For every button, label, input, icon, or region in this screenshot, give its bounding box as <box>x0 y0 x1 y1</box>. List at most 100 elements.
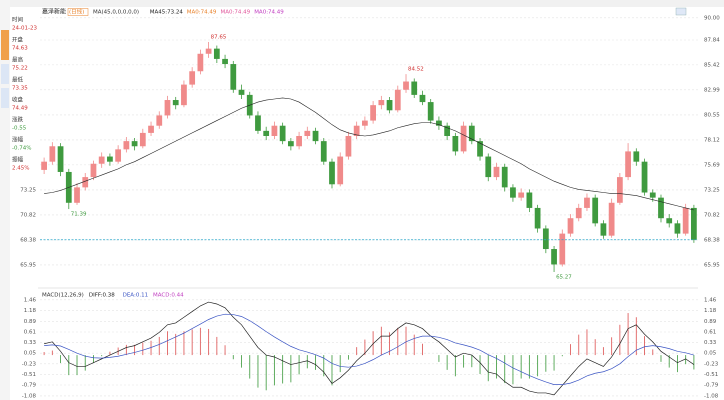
candle-body <box>526 192 533 208</box>
y-tick-label-left: 0.05 <box>24 351 37 357</box>
tool-tab[interactable] <box>1 88 9 108</box>
toolbar <box>0 0 724 7</box>
settings-button[interactable] <box>675 7 687 16</box>
candle-body <box>411 81 418 95</box>
tool-tab[interactable] <box>1 64 9 84</box>
candle-body <box>468 125 475 142</box>
legend-item: MACD:0.44 <box>153 293 184 299</box>
legend-item: DIFF:0.38 <box>89 293 115 299</box>
candle-body <box>641 161 648 193</box>
candle-body <box>584 197 590 208</box>
y-tick-label-left: -0.79 <box>22 382 37 388</box>
macd-line <box>44 301 695 396</box>
y-tick-label: -0.79 <box>704 382 719 388</box>
info-value: 75.22 <box>12 66 28 72</box>
info-label: 最高 <box>12 56 24 64</box>
candle-body <box>575 207 582 219</box>
candle-body <box>534 207 541 229</box>
candle-body <box>674 223 681 234</box>
candle-body <box>189 71 196 85</box>
y-tick-label-left: 1.18 <box>24 308 37 314</box>
y-tick-label: -0.23 <box>704 361 719 367</box>
y-tick-label-left: 73.25 <box>20 187 36 193</box>
y-tick-label: 85.42 <box>704 62 720 68</box>
candle-body <box>57 146 64 172</box>
y-tick-label: 0.61 <box>704 329 716 335</box>
candle-body <box>485 156 492 178</box>
candle-body <box>205 48 212 54</box>
y-tick-label-left: 0.33 <box>24 340 37 346</box>
candle-body <box>592 197 599 224</box>
candle-body <box>501 166 508 188</box>
candle-body <box>403 81 409 90</box>
candle-body <box>312 130 319 142</box>
info-label: 涨跌 <box>12 116 24 124</box>
candle-body <box>98 156 105 164</box>
candle-body <box>477 141 483 157</box>
y-tick-label: 90.00 <box>704 15 720 21</box>
y-tick-label-left: 0.61 <box>24 329 36 335</box>
info-label: 开盘 <box>12 36 24 44</box>
legend-item: MA0:74.49 <box>254 10 284 16</box>
side-panel: 时间 24-01-23 开盘 74.63 最高 75.22 最低 73.35 收盘 74.49 涨跌… <box>12 16 37 172</box>
y-tick-label-left: 70.82 <box>20 212 36 218</box>
candle-body <box>304 130 311 136</box>
candle-body <box>197 53 204 72</box>
y-tick-label: 82.99 <box>704 87 720 93</box>
candle-body <box>444 125 451 136</box>
tool-column <box>0 0 10 400</box>
candle-body <box>148 125 154 133</box>
candle-body <box>296 135 302 147</box>
candle-body <box>287 141 294 147</box>
legend-item: MA45:73.24 <box>150 10 184 16</box>
candle-body <box>353 125 360 136</box>
y-tick-label-left: 0.89 <box>24 319 37 325</box>
y-tick-label: 73.25 <box>704 187 720 193</box>
extreme-label: 87.65 <box>211 34 227 40</box>
y-tick-label: 87.84 <box>704 38 720 44</box>
y-tick-label: 1.46 <box>704 297 717 303</box>
y-tick-label: 78.12 <box>704 137 720 143</box>
candle-body <box>82 177 89 188</box>
candle-body <box>600 223 607 236</box>
tool-tab[interactable] <box>1 30 9 60</box>
candle-body <box>691 207 697 240</box>
info-value: -0.55 <box>12 126 27 132</box>
legend-item: MA(45,0,0,0,0,0) <box>93 10 139 16</box>
candle-body <box>386 100 393 111</box>
chart-title: 嘉泽新能 <box>42 8 66 16</box>
ma-line <box>44 97 694 211</box>
candle-body <box>255 115 261 131</box>
candle-body <box>139 132 146 147</box>
candle-body <box>460 125 467 152</box>
y-tick-label: -0.51 <box>704 372 718 378</box>
y-tick-label-left: -0.51 <box>22 372 36 378</box>
candle-body <box>107 156 113 162</box>
candle-body <box>123 141 130 150</box>
info-value: 24-01-23 <box>12 26 37 32</box>
y-tick-label-left: 65.95 <box>20 262 36 268</box>
extreme-label: 84.52 <box>408 67 424 73</box>
macd-line <box>44 313 694 385</box>
y-tick-label: 80.55 <box>704 112 720 118</box>
y-tick-label-left: 1.46 <box>24 297 37 303</box>
info-label: 收盘 <box>12 96 24 104</box>
info-value: 74.63 <box>12 46 28 52</box>
candle-body <box>658 197 664 219</box>
candle-body <box>181 84 187 106</box>
candle-body <box>394 89 401 111</box>
candle-body <box>362 120 368 126</box>
candle-body <box>213 48 220 59</box>
y-tick-label: 70.82 <box>704 212 720 218</box>
candle-body <box>419 94 426 103</box>
info-label: 振幅 <box>12 156 24 164</box>
candle-body <box>567 218 574 234</box>
candle-body <box>370 105 376 121</box>
candle-body <box>633 151 640 162</box>
candle-body <box>337 156 344 185</box>
candle-body <box>172 100 179 106</box>
candle-body <box>279 125 286 142</box>
subtitle-tag <box>67 8 89 16</box>
candle-body <box>436 120 442 126</box>
info-value: 73.35 <box>12 86 28 92</box>
